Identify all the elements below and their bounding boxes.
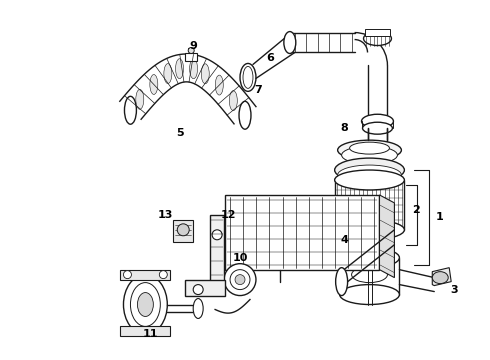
Ellipse shape	[124, 96, 136, 124]
Text: 3: 3	[450, 284, 458, 294]
Ellipse shape	[335, 158, 404, 182]
Ellipse shape	[229, 91, 237, 111]
Text: 12: 12	[220, 210, 236, 220]
Ellipse shape	[354, 237, 386, 247]
Ellipse shape	[243, 67, 253, 88]
Polygon shape	[379, 195, 394, 278]
Ellipse shape	[164, 64, 172, 84]
Ellipse shape	[349, 142, 390, 154]
Ellipse shape	[342, 146, 397, 164]
Text: 5: 5	[176, 128, 184, 138]
Ellipse shape	[352, 267, 388, 283]
Ellipse shape	[193, 298, 203, 319]
Circle shape	[159, 271, 167, 279]
Ellipse shape	[335, 220, 404, 240]
Ellipse shape	[137, 293, 153, 316]
Bar	[121, 270, 171, 280]
Ellipse shape	[235, 275, 245, 285]
Ellipse shape	[150, 75, 158, 94]
Text: 10: 10	[232, 253, 248, 263]
Text: 6: 6	[266, 54, 274, 63]
Bar	[121, 327, 171, 336]
Ellipse shape	[338, 140, 401, 160]
Ellipse shape	[215, 75, 223, 95]
Ellipse shape	[362, 254, 377, 262]
Ellipse shape	[224, 264, 256, 296]
Ellipse shape	[340, 248, 399, 268]
Bar	[225, 195, 379, 270]
Text: 1: 1	[436, 212, 443, 222]
Ellipse shape	[284, 32, 296, 54]
Bar	[173, 220, 193, 242]
Ellipse shape	[201, 64, 209, 84]
Ellipse shape	[130, 283, 160, 327]
Ellipse shape	[239, 101, 251, 129]
Ellipse shape	[338, 165, 401, 185]
Ellipse shape	[335, 170, 404, 190]
Bar	[335, 180, 404, 230]
Text: 9: 9	[189, 41, 197, 50]
Bar	[185, 280, 225, 296]
Text: 11: 11	[143, 329, 158, 339]
Ellipse shape	[230, 270, 250, 289]
Ellipse shape	[136, 89, 144, 109]
Text: 4: 4	[341, 235, 348, 245]
Ellipse shape	[175, 59, 184, 79]
Ellipse shape	[362, 114, 393, 128]
Text: 13: 13	[158, 210, 173, 220]
Ellipse shape	[363, 122, 392, 134]
Ellipse shape	[364, 32, 392, 45]
Bar	[210, 215, 224, 294]
Ellipse shape	[190, 59, 197, 79]
Ellipse shape	[188, 48, 194, 54]
Text: 7: 7	[254, 85, 262, 95]
Bar	[365, 28, 391, 36]
Ellipse shape	[240, 63, 256, 91]
Circle shape	[123, 271, 131, 279]
Text: 8: 8	[341, 123, 348, 133]
Ellipse shape	[336, 268, 347, 296]
Text: 2: 2	[413, 205, 420, 215]
Polygon shape	[432, 268, 451, 285]
Circle shape	[212, 230, 222, 240]
Ellipse shape	[340, 285, 399, 305]
Circle shape	[177, 224, 189, 236]
Ellipse shape	[432, 272, 448, 284]
Ellipse shape	[123, 275, 167, 334]
Circle shape	[193, 285, 203, 294]
Ellipse shape	[352, 231, 388, 243]
Bar	[185, 54, 197, 62]
